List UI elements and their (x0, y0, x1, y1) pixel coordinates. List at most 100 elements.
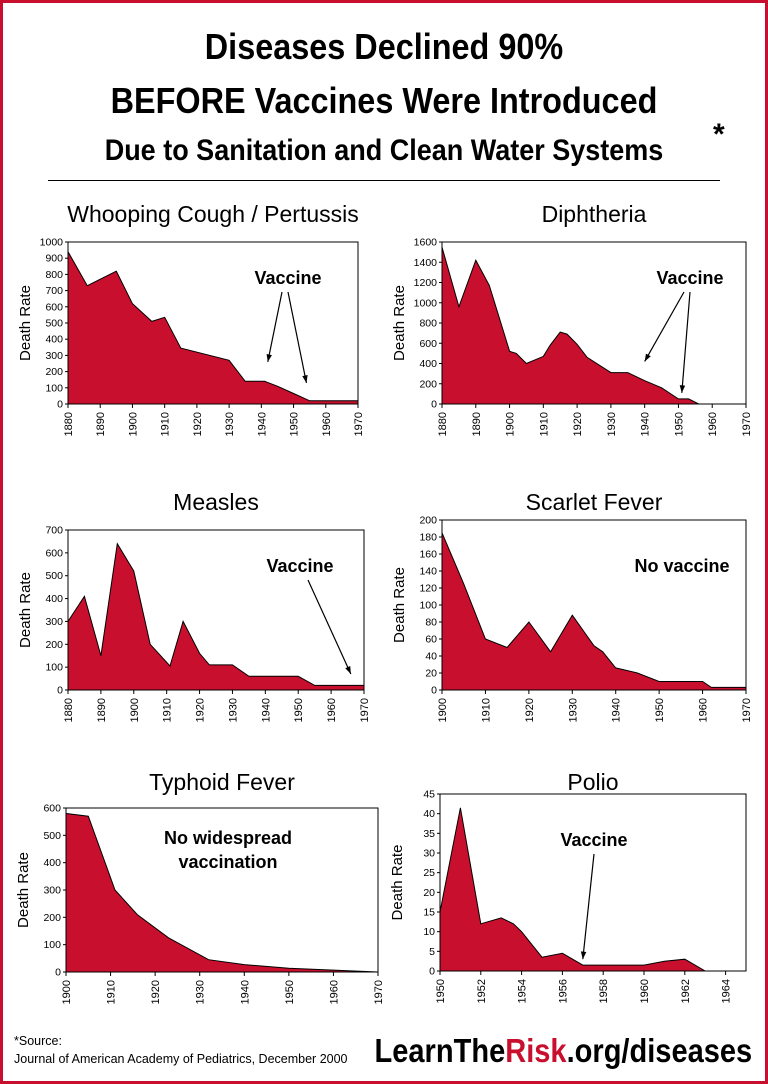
x-tick-label: 1960 (328, 980, 340, 1004)
y-tick-label: 500 (45, 570, 63, 582)
x-tick-label: 1900 (437, 698, 449, 722)
chart-title: Scarlet Fever (526, 489, 663, 515)
y-tick-label: 100 (419, 600, 437, 612)
area-series (439, 807, 746, 972)
chart-whooping-cough: Whooping Cough / Pertussis 0 100 200 300 400 5… (8, 196, 376, 446)
y-tick-label: 140 (419, 566, 437, 578)
x-tick-label: 1920 (524, 698, 536, 722)
x-tick-label: 1890 (471, 412, 483, 436)
x-tick-label: 1930 (606, 412, 618, 436)
y-tick-label: 0 (431, 685, 437, 697)
y-tick-label: 300 (43, 885, 61, 897)
y-tick-label: 1600 (414, 237, 438, 249)
plot-frame (67, 529, 365, 691)
annotation-text: Vaccine (656, 268, 723, 288)
chart-title: Typhoid Fever (149, 769, 295, 795)
y-tick-label: 400 (43, 857, 61, 869)
x-tick-label: 1920 (195, 698, 207, 722)
y-tick-label: 200 (419, 515, 437, 527)
chart-title: Polio (567, 769, 618, 795)
annotation-line: Vaccine (656, 268, 723, 288)
chart-title: Measles (173, 489, 259, 515)
y-tick-label: 100 (45, 662, 63, 674)
y-tick-label: 200 (419, 378, 437, 390)
x-tick-label: 1964 (721, 979, 733, 1003)
headline-line-2: BEFORE Vaccines Were Introduced (110, 80, 658, 121)
annotation-text: Vaccine (254, 268, 321, 288)
x-tick-label: 1960 (639, 979, 651, 1003)
y-tick-label: 35 (423, 828, 435, 840)
y-tick-label: 200 (45, 639, 63, 651)
y-tick-label: 60 (425, 634, 437, 646)
x-tick-label: 1930 (224, 412, 236, 436)
x-tick-label: 1960 (698, 698, 710, 722)
y-axis-label: Death Rate (391, 285, 408, 361)
x-tick-label: 1970 (353, 412, 365, 436)
x-tick-label: 1950 (284, 980, 296, 1004)
y-tick-label: 0 (431, 399, 437, 411)
y-tick-label: 700 (45, 525, 63, 537)
brand-url[interactable]: LearnTheRisk.org/diseases (374, 1032, 752, 1070)
chart-measles: Measles 0 100 200 300 400 500 600 700 1880 1890 190… (8, 484, 376, 734)
y-tick-label: 40 (425, 651, 437, 663)
annotation-arrowhead (266, 353, 272, 362)
x-tick-label: 1970 (373, 980, 385, 1004)
source-text: Journal of American Academy of Pediatric… (14, 1052, 348, 1066)
chart-scarlet-fever: Scarlet Fever 0 20 40 60 80 100 120 140 160 180 200… (391, 484, 760, 734)
y-tick-label: 25 (423, 867, 435, 879)
annotation-line: Vaccine (560, 830, 627, 850)
y-tick-label: 10 (423, 926, 435, 938)
x-tick-label: 1910 (480, 698, 492, 722)
annotation-text: No vaccine (634, 556, 729, 576)
x-tick-label: 1910 (160, 412, 172, 436)
y-tick-label: 700 (45, 285, 63, 297)
x-tick-label: 1910 (538, 412, 550, 436)
x-tick-label: 1956 (557, 979, 569, 1003)
brand-prefix: LearnThe (374, 1032, 506, 1069)
x-tick-label: 1900 (127, 412, 139, 436)
y-axis-label: Death Rate (17, 572, 34, 648)
x-tick-label: 1940 (239, 980, 251, 1004)
x-tick-label: 1950 (293, 698, 305, 722)
annotation-line: Vaccine (254, 268, 321, 288)
brand-suffix: .org/diseases (566, 1032, 752, 1069)
x-tick-label: 1900 (505, 412, 517, 436)
annotation-line: vaccination (178, 852, 277, 872)
headline-asterisk: * (713, 118, 725, 151)
annotation-arrowhead (345, 666, 351, 674)
annotation-arrowhead (580, 951, 587, 960)
y-axis-label: Death Rate (389, 845, 406, 921)
annotation-arrow (307, 579, 352, 675)
y-tick-label: 600 (43, 803, 61, 815)
chart-title: Diphtheria (542, 201, 647, 227)
annotation-arrowhead (644, 353, 651, 362)
annotation-line: No vaccine (634, 556, 729, 576)
annotation-arrowhead (302, 375, 308, 383)
annotation-text: No widespread vaccination (164, 828, 292, 872)
x-tick-label: 1952 (476, 979, 488, 1003)
annotation-arrowhead (679, 385, 686, 393)
x-tick-label: 1950 (435, 979, 447, 1003)
y-tick-label: 600 (419, 338, 437, 350)
y-tick-label: 100 (43, 939, 61, 951)
y-tick-label: 300 (45, 616, 63, 628)
x-tick-label: 1930 (195, 980, 207, 1004)
y-tick-label: 30 (423, 848, 435, 860)
y-tick-label: 800 (45, 269, 63, 281)
x-tick-label: 1960 (326, 698, 338, 722)
annotation-arrow (644, 291, 685, 362)
y-tick-label: 1000 (40, 237, 64, 249)
x-tick-label: 1920 (192, 412, 204, 436)
y-tick-label: 500 (45, 318, 63, 330)
x-tick-label: 1920 (572, 412, 584, 436)
y-tick-label: 120 (419, 583, 437, 595)
x-tick-label: 1930 (227, 698, 239, 722)
y-tick-label: 400 (45, 334, 63, 346)
x-tick-label: 1970 (359, 698, 371, 722)
y-tick-label: 0 (55, 967, 61, 979)
area-series (67, 542, 365, 691)
plot-frame (439, 793, 747, 972)
y-tick-label: 20 (423, 887, 435, 899)
x-tick-label: 1910 (162, 698, 174, 722)
